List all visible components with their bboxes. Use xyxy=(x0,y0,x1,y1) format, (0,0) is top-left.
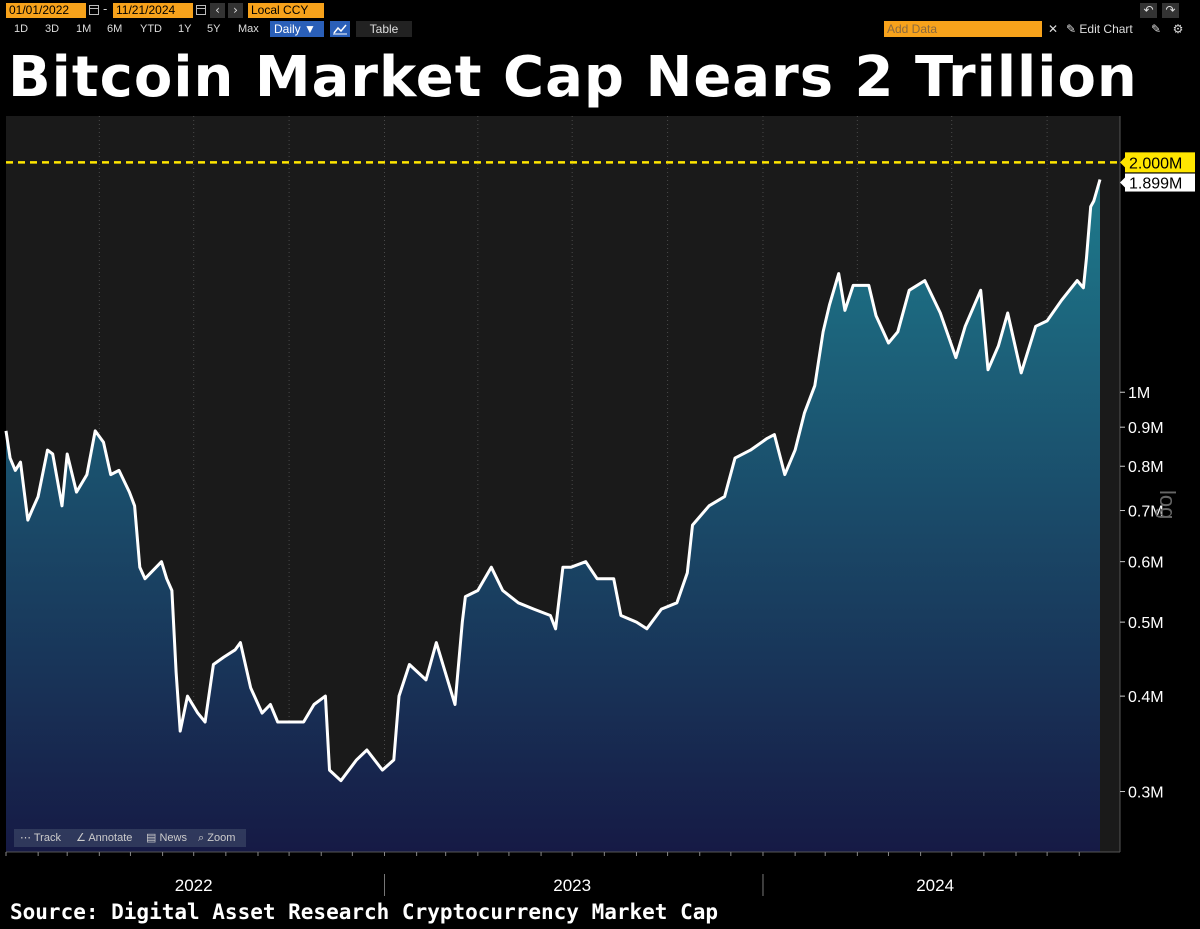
reference-value-label: 2.000M xyxy=(1129,155,1182,172)
next-icon[interactable]: › xyxy=(228,3,243,18)
range-ytd[interactable]: YTD xyxy=(140,23,162,35)
edit-annotation-icon[interactable]: ✎ xyxy=(1150,22,1162,36)
market-cap-area xyxy=(6,179,1100,852)
track-tool[interactable]: ⋯ Track xyxy=(20,829,61,847)
calendar-icon[interactable] xyxy=(196,5,206,15)
last-value-badge xyxy=(1125,173,1195,192)
edit-chart-button[interactable]: ✎ Edit Chart xyxy=(1066,21,1133,37)
range-3d[interactable]: 3D xyxy=(45,23,60,35)
y-tick-label: 0.7M xyxy=(1128,504,1164,521)
zoom-icon: ⌕ xyxy=(198,832,205,844)
line-chart-icon[interactable] xyxy=(330,21,350,37)
pencil-icon: ✎ xyxy=(1066,22,1077,36)
y-tick-label: 0.8M xyxy=(1128,459,1164,476)
edit-chart-label: Edit Chart xyxy=(1079,22,1133,36)
last-value-pointer xyxy=(1120,176,1126,189)
chart-tools-bar: ⋯ Track ∠ Annotate ▤ News ⌕ Zoom xyxy=(14,829,246,847)
reference-value-badge xyxy=(1125,152,1195,173)
add-data-input[interactable]: Add Data xyxy=(884,21,1042,37)
reference-badge-pointer xyxy=(1120,156,1126,169)
calendar-icon[interactable] xyxy=(89,5,99,15)
toolbar-top: 01/01/2022 - 11/21/2024 ‹ › Local CCY ↶ … xyxy=(0,0,1200,20)
redo-icon[interactable]: ↷ xyxy=(1162,3,1179,18)
range-1y[interactable]: 1Y xyxy=(178,23,192,35)
prev-icon[interactable]: ‹ xyxy=(210,3,225,18)
zoom-label: Zoom xyxy=(207,832,236,844)
log-scale-indicator[interactable]: log xyxy=(1155,490,1180,519)
undo-icon[interactable]: ↶ xyxy=(1140,3,1157,18)
range-1d[interactable]: 1D xyxy=(14,23,29,35)
y-tick-label: 0.5M xyxy=(1128,615,1164,632)
y-tick-label: 1M xyxy=(1128,385,1150,402)
zoom-tool[interactable]: ⌕ Zoom xyxy=(198,829,235,847)
table-button[interactable]: Table xyxy=(356,21,412,37)
range-5y[interactable]: 5Y xyxy=(207,23,221,35)
range-max[interactable]: Max xyxy=(238,23,259,35)
y-tick-label: 0.9M xyxy=(1128,420,1164,437)
currency-select[interactable]: Local CCY xyxy=(248,3,324,18)
annotate-icon: ∠ xyxy=(76,832,86,844)
news-icon: ▤ xyxy=(146,832,157,844)
page-title: Bitcoin Market Cap Nears 2 Trillion xyxy=(8,45,1138,110)
range-1m[interactable]: 1M xyxy=(76,23,92,35)
source-note: Source: Digital Asset Research Cryptocur… xyxy=(10,900,719,924)
x-tick-label: 2024 xyxy=(916,876,954,895)
annotate-tool[interactable]: ∠ Annotate xyxy=(76,829,132,847)
y-tick-label: 0.6M xyxy=(1128,555,1164,572)
track-icon: ⋯ xyxy=(20,832,31,844)
y-tick-label: 0.3M xyxy=(1128,785,1164,802)
x-tick-label: 2023 xyxy=(553,876,591,895)
x-tick-label: 2022 xyxy=(175,876,213,895)
market-cap-line xyxy=(4,179,1102,783)
frequency-select[interactable]: Daily ▼ xyxy=(270,21,324,37)
close-icon[interactable]: ✕ xyxy=(1047,22,1059,36)
date-separator: - xyxy=(103,2,108,16)
toolbar-bottom: 1D 3D 1M 6M YTD 1Y 5Y Max Daily ▼ Table … xyxy=(0,20,1200,38)
start-date-field[interactable]: 01/01/2022 xyxy=(6,3,86,18)
range-6m[interactable]: 6M xyxy=(107,23,123,35)
gear-icon[interactable]: ⚙ xyxy=(1172,22,1184,36)
news-tool[interactable]: ▤ News xyxy=(146,829,187,847)
end-date-field[interactable]: 11/21/2024 xyxy=(113,3,193,18)
last-value-label: 1.899M xyxy=(1129,176,1182,193)
annotate-label: Annotate xyxy=(88,832,133,844)
y-tick-label: 0.4M xyxy=(1128,689,1164,706)
news-label: News xyxy=(159,832,187,844)
track-label: Track xyxy=(33,832,61,844)
